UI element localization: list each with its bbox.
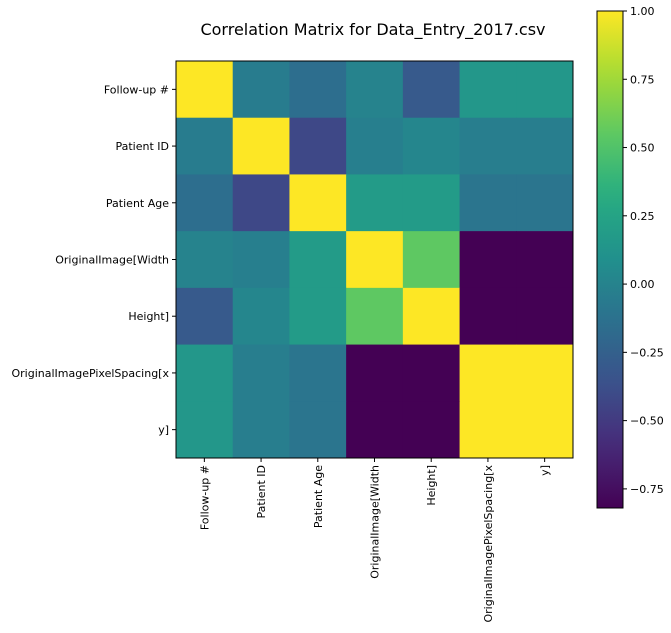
colorbar-tick-label: −0.50 [630,415,664,428]
colorbar [596,10,624,509]
colorbar-tick-label: 0.25 [630,210,655,223]
y-tick-label: y] [158,424,169,437]
heatmap-cell [176,174,234,232]
heatmap-cell [176,61,234,119]
heatmap-cell [232,401,290,459]
colorbar-tick-label: 0.00 [630,278,655,291]
heatmap-cell [289,287,347,346]
y-tick-label: Height] [128,310,169,323]
heatmap-cells [176,61,574,459]
heatmap-cell [289,344,347,402]
x-tick-label: Follow-up # [198,465,211,530]
heatmap-cell [232,231,290,289]
heatmap-cell [232,174,290,232]
heatmap-cell [346,231,404,289]
heatmap-cell [402,344,461,402]
y-tick-label: Patient ID [115,140,169,153]
heatmap-cell [516,401,574,459]
heatmap-cell [402,117,461,175]
colorbar-tick-label: 1.00 [630,5,655,18]
heatmap-cell [516,174,574,232]
heatmap-cell [516,117,574,175]
heatmap-cell [459,117,517,175]
y-tick-label: OriginalImage[Width [55,254,169,267]
heatmap-cell [402,231,461,289]
heatmap-cell [459,231,517,289]
heatmap-cell [176,344,234,402]
y-tick-label: OriginalImagePixelSpacing[x [11,367,169,380]
heatmap-cell [346,344,404,402]
heatmap-cell [459,401,517,459]
colorbar-tick-label: −0.25 [630,346,664,359]
colorbar-ticks: 1.00 0.75 0.50 0.25 0.00 −0.25 −0.50 −0.75 [623,5,664,496]
heatmap-cell [402,401,461,459]
heatmap-cell [289,61,347,119]
heatmap-cell [346,174,404,232]
x-tick-label: y] [539,465,552,476]
heatmap-cell [459,344,517,402]
heatmap-cell [346,61,404,119]
heatmap-cell [232,61,290,119]
heatmap-cell [516,344,574,402]
heatmap-cell [176,287,234,346]
colorbar-tick-label: 0.50 [630,142,655,155]
heatmap-cell [516,231,574,289]
y-tick-label: Follow-up # [104,83,169,96]
heatmap-cell [516,61,574,119]
x-tick-label: Height] [425,465,438,506]
heatmap-cell [289,231,347,289]
colorbar-tick-label: 0.75 [630,73,655,86]
x-tick-label: Patient Age [312,465,325,528]
x-axis-ticks: Follow-up # Patient ID Patient Age Original… [198,458,552,623]
heatmap-cell [402,287,461,346]
heatmap-cell [289,401,347,459]
x-tick-label: Patient ID [255,465,268,519]
chart-title: Correlation Matrix for Data_Entry_2017.c… [200,20,545,40]
heatmap-cell [459,61,517,119]
heatmap-cell [346,117,404,175]
heatmap-cell [176,231,234,289]
heatmap-cell [232,344,290,402]
heatmap-cell [516,287,574,346]
x-tick-label: OriginalImagePixelSpacing[x [482,465,495,623]
heatmap-cell [232,117,290,175]
heatmap-cell [402,174,461,232]
heatmap-cell [232,287,290,346]
y-tick-label: Patient Age [106,197,169,210]
heatmap-cell [402,61,461,119]
heatmap-cell [346,401,404,459]
x-tick-label: OriginalImage[Width [369,465,382,579]
heatmap-cell [289,117,347,175]
colorbar-tick-label: −0.75 [630,483,664,496]
y-axis-ticks: Follow-up # Patient ID Patient Age Original… [11,83,176,437]
heatmap-cell [459,174,517,232]
heatmap-cell [346,287,404,346]
heatmap-cell [459,287,517,346]
heatmap-cell [289,174,347,232]
heatmap-cell [176,401,234,459]
heatmap-cell [176,117,234,175]
